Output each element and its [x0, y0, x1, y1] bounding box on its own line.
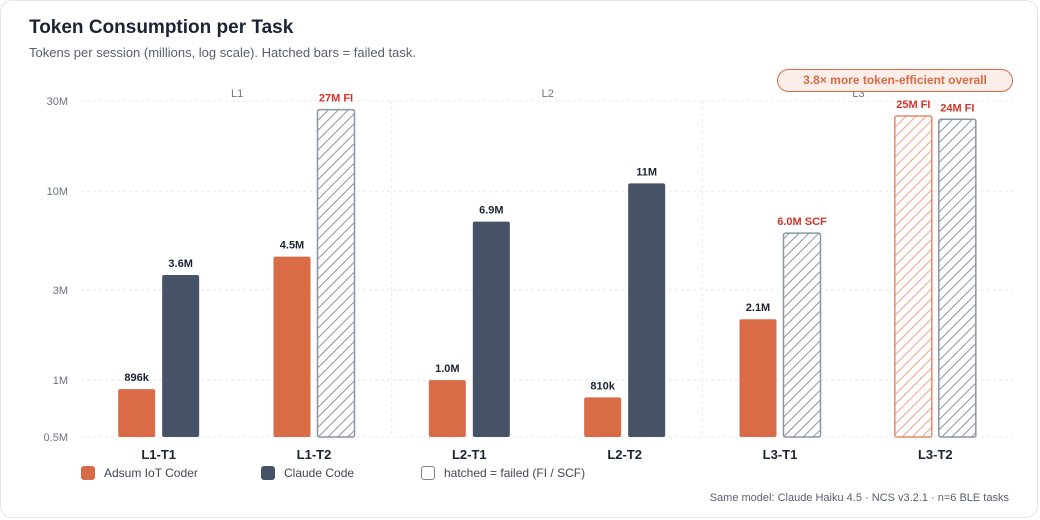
legend-item-claude: Claude Code: [261, 464, 354, 482]
chart-subtitle: Tokens per session (millions, log scale)…: [29, 45, 416, 60]
x-tick-label: L2-T1: [452, 447, 487, 461]
group-label: L1: [231, 88, 243, 100]
y-tick-label: 1M: [53, 375, 68, 387]
bar-value-label: 2.1M: [746, 302, 770, 314]
bar-value-label: 810k: [590, 380, 615, 392]
legend-label-failed: hatched = failed (FI / SCF): [444, 466, 586, 480]
bar-value-label: 11M: [636, 166, 657, 178]
adsum-bar: [428, 380, 466, 437]
footnote: Same model: Claude Haiku 4.5 · NCS v3.2.…: [709, 492, 1009, 504]
x-tick-label: L1-T1: [141, 447, 176, 461]
legend-label-claude: Claude Code: [284, 466, 355, 480]
x-tick-label: L3-T2: [918, 447, 953, 461]
claude-bar: [938, 118, 977, 438]
bar-value-label: 24M FI: [940, 102, 974, 114]
claude-bar: [472, 221, 510, 437]
legend-item-failed: hatched = failed (FI / SCF): [421, 464, 585, 482]
bar-value-label: 25M FI: [896, 99, 930, 111]
y-tick-label: 0.5M: [44, 432, 68, 444]
chart-title: Token Consumption per Task: [29, 17, 294, 38]
bar-value-label: 1.0M: [435, 363, 459, 375]
x-tick-label: L1-T2: [297, 447, 332, 461]
bar-value-label: 27M FI: [319, 93, 353, 105]
claude-bar: [316, 108, 356, 438]
claude-swatch: [261, 466, 275, 480]
efficiency-badge: 3.8× more token-efficient overall: [777, 69, 1013, 92]
adsum-bar: [118, 389, 156, 437]
bar-value-label: 4.5M: [280, 240, 304, 252]
bar-value-label: 6.9M: [479, 205, 503, 217]
y-tick-label: 10M: [47, 186, 68, 198]
adsum-bar: [273, 256, 311, 437]
group-label: L2: [542, 88, 554, 100]
adsum-bar: [739, 319, 777, 437]
x-tick-label: L3-T1: [763, 447, 798, 461]
claude-bar: [628, 183, 666, 437]
y-tick-label: 30M: [47, 96, 68, 108]
bar-value-label: 3.6M: [168, 258, 192, 270]
claude-bar: [782, 232, 822, 438]
legend-item-adsum: Adsum IoT Coder: [81, 464, 198, 482]
adsum-bar: [584, 397, 622, 437]
hatched-swatch: [421, 466, 435, 480]
adsum-swatch: [81, 466, 95, 480]
bar-value-label: 896k: [124, 372, 149, 384]
adsum-bar: [894, 115, 933, 438]
bar-value-label: 6.0M SCF: [777, 216, 827, 228]
legend-label-adsum: Adsum IoT Coder: [104, 466, 198, 480]
x-tick-label: L2-T2: [607, 447, 642, 461]
y-tick-label: 3M: [53, 285, 68, 297]
claude-bar: [162, 274, 200, 437]
